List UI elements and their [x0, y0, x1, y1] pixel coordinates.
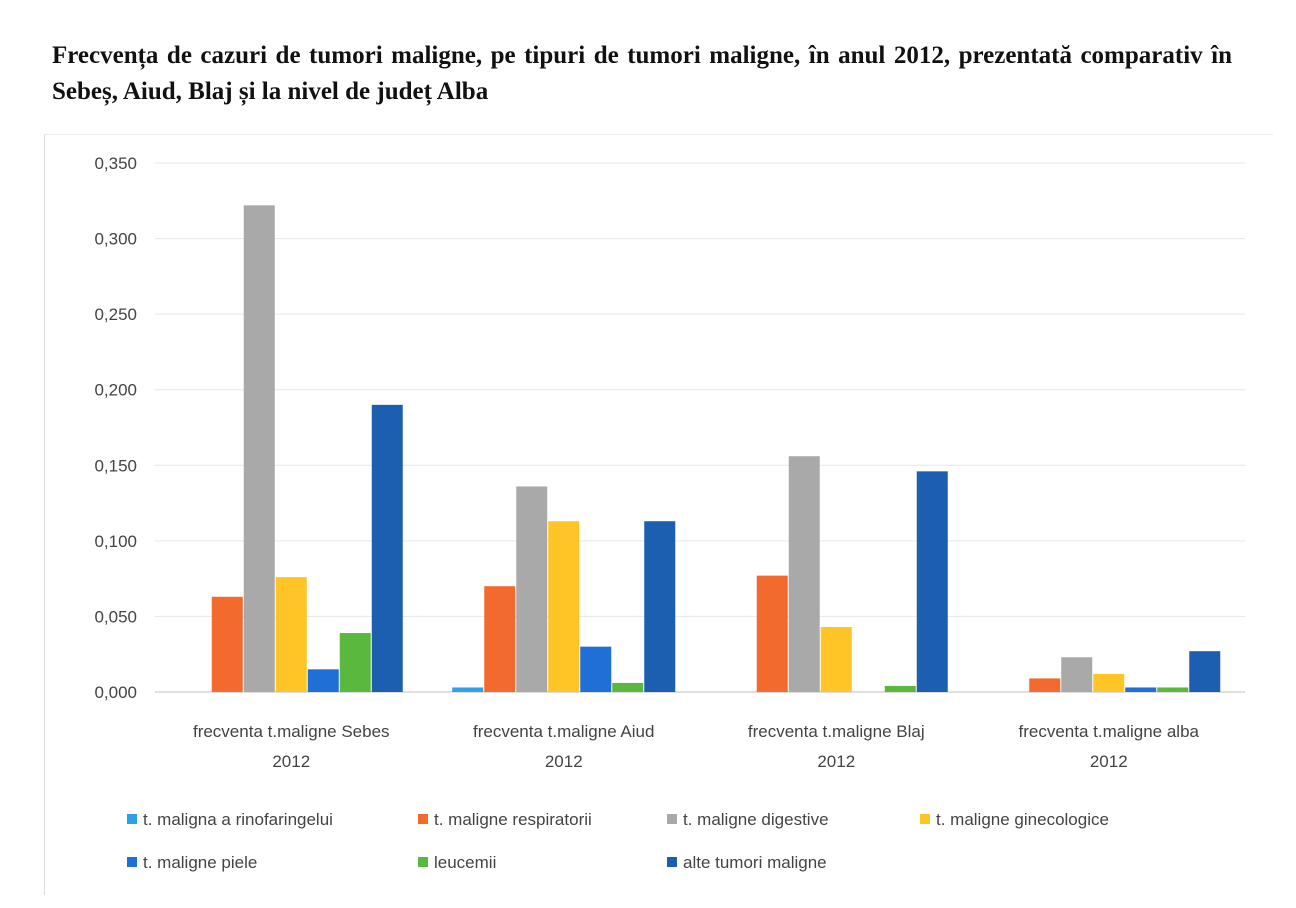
y-tick-label: 0,100 — [94, 532, 137, 551]
x-category-label: frecventa t.maligne alba — [1019, 722, 1200, 741]
x-category-label: 2012 — [272, 752, 310, 771]
bar — [1189, 651, 1221, 692]
bar — [644, 521, 676, 692]
bar — [307, 669, 339, 692]
legend-swatch — [418, 857, 428, 867]
x-category-label: frecventa t.maligne Aiud — [473, 722, 654, 741]
bar — [243, 205, 275, 692]
x-category-label: 2012 — [545, 752, 583, 771]
legend-swatch — [920, 814, 930, 824]
bar — [1029, 678, 1061, 692]
x-category-label: frecventa t.maligne Blaj — [748, 722, 925, 741]
bar — [580, 646, 612, 692]
y-tick-label: 0,350 — [94, 154, 137, 173]
bar — [1125, 687, 1157, 692]
legend-label: t. maligna a rinofaringelui — [143, 810, 333, 829]
y-tick-label: 0,050 — [94, 607, 137, 626]
bar — [612, 682, 644, 692]
y-tick-label: 0,000 — [94, 683, 137, 702]
bar — [548, 521, 580, 692]
legend-swatch — [667, 814, 677, 824]
legend-label: t. maligne respiratorii — [434, 810, 592, 829]
legend-label: t. maligne ginecologice — [936, 810, 1109, 829]
legend-swatch — [127, 857, 137, 867]
bar — [211, 596, 243, 692]
bar — [1157, 687, 1189, 692]
page-title: Frecvența de cazuri de tumori maligne, p… — [52, 42, 1232, 105]
bar — [516, 486, 548, 692]
x-category-label: frecventa t.maligne Sebes — [193, 722, 390, 741]
bar — [788, 456, 820, 692]
bar — [371, 404, 403, 692]
bar — [1061, 657, 1093, 692]
y-tick-label: 0,150 — [94, 456, 137, 475]
legend-label: t. maligne piele — [143, 853, 257, 872]
y-tick-label: 0,300 — [94, 230, 137, 249]
bar — [452, 687, 484, 692]
bar — [820, 627, 852, 692]
legend-label: t. maligne digestive — [683, 810, 829, 829]
y-tick-label: 0,200 — [94, 381, 137, 400]
x-category-label: 2012 — [1090, 752, 1128, 771]
bar-chart: 0,000 0,050 0,100 0,150 0,200 0,250 0,300 0,350… — [94, 154, 1245, 872]
legend-swatch — [418, 814, 428, 824]
x-category-label: 2012 — [817, 752, 855, 771]
legend-swatch — [667, 857, 677, 867]
bar — [916, 471, 948, 692]
bar — [275, 577, 307, 692]
bar — [339, 633, 371, 692]
bar — [484, 586, 516, 692]
y-tick-label: 0,250 — [94, 305, 137, 324]
chart-frame: 0,000 0,050 0,100 0,150 0,200 0,250 0,300 0,350… — [44, 134, 1273, 895]
bar — [756, 575, 788, 692]
bar — [1093, 673, 1125, 692]
bar — [884, 685, 916, 692]
legend-label: leucemii — [434, 853, 496, 872]
legend-swatch — [127, 814, 137, 824]
legend-label: alte tumori maligne — [683, 853, 827, 872]
